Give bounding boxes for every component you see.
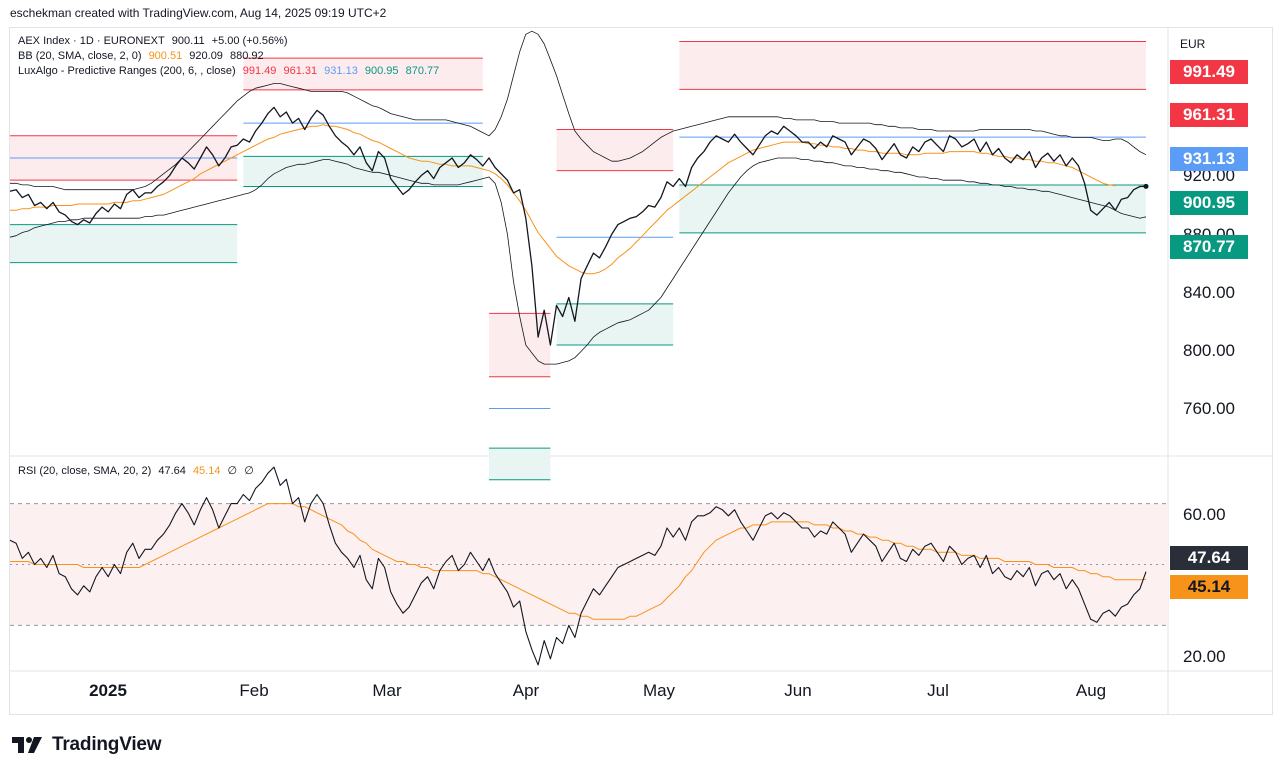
rsi-tick-60: 60.00: [1183, 505, 1226, 524]
rsi-line: [9, 466, 1147, 666]
legend-pr-row[interactable]: LuxAlgo - Predictive Ranges (200, 6, , c…: [18, 64, 443, 79]
tradingview-logo-icon: [12, 737, 42, 753]
legend-rsi-label: RSI (20, close, SMA, 20, 2): [18, 465, 152, 477]
legend-pr-label: LuxAlgo - Predictive Ranges (200, 6, , c…: [18, 65, 236, 77]
tag-avg: 931.13: [1170, 147, 1248, 171]
legend-pr-avg: 931.13: [324, 65, 358, 77]
time-label-aug: Aug: [1075, 681, 1107, 700]
pr-resistance-zone-4: [556, 129, 674, 171]
tag-s2: 870.77: [1170, 235, 1248, 259]
pr-resistance-zone-5: [679, 41, 1146, 90]
legend-rsi-extra1: ∅: [227, 465, 238, 477]
legend-rsi-extra2: ∅: [244, 465, 254, 477]
time-label-jul: Jul: [927, 681, 949, 700]
pr-support-zone-1: [10, 224, 238, 263]
legend-rsi-sma: 45.14: [192, 465, 221, 477]
pr-resistance-zone-3: [488, 313, 551, 377]
price-tick-760: 760.00: [1183, 399, 1235, 418]
time-label-jun: Jun: [784, 681, 812, 700]
rsi-tick-20: 20.00: [1183, 647, 1226, 666]
price-line: [9, 106, 1147, 346]
pr-support-zone-3: [488, 448, 551, 480]
rsi-legend[interactable]: RSI (20, close, SMA, 20, 2) 47.64 45.14 …: [18, 464, 258, 479]
price-tick-840: 840.00: [1183, 283, 1235, 302]
price-tick-800: 800.00: [1183, 341, 1235, 360]
tradingview-logo[interactable]: TradingView: [12, 734, 162, 756]
time-label-2025: 2025: [89, 681, 127, 700]
time-label-mar: Mar: [372, 681, 402, 700]
bb-upper-line: [10, 30, 1147, 191]
time-label-apr: Apr: [512, 681, 540, 700]
legend-change: +5.00 (+0.56%): [211, 35, 288, 47]
last-price-marker: [1143, 183, 1149, 189]
price-legend: AEX Index · 1D · EURONEXT 900.11 +5.00 (…: [18, 34, 443, 79]
tag-rsi: 47.64: [1170, 546, 1248, 570]
legend-last: 900.11: [171, 35, 205, 47]
legend-bb-upper: 920.09: [189, 50, 223, 62]
legend-pr-s2: 870.77: [405, 65, 440, 77]
tag-s1: 900.95: [1170, 191, 1248, 215]
time-label-may: May: [642, 681, 676, 700]
time-label-feb: Feb: [239, 681, 269, 700]
legend-pr-r1: 961.31: [283, 65, 318, 77]
tradingview-brand: TradingView: [52, 734, 162, 755]
tag-rsi-sma: 45.14: [1170, 575, 1248, 599]
chart-credit: eschekman created with TradingView.com, …: [10, 6, 387, 20]
bb-lower-line: [9, 157, 1147, 365]
pr-support-zone-5: [679, 185, 1146, 233]
pr-support-zone-2: [243, 156, 483, 187]
legend-rsi-value: 47.64: [158, 465, 186, 477]
chart-frame: [9, 27, 1273, 715]
tag-r1: 961.31: [1170, 103, 1248, 127]
legend-bb-label: BB (20, SMA, close, 2, 0): [18, 50, 142, 62]
rsi-sma-line: [10, 503, 1147, 620]
legend-pr-r2: 991.49: [242, 65, 277, 77]
bb-basis-line: [10, 124, 1116, 275]
legend-symbol-row[interactable]: AEX Index · 1D · EURONEXT 900.11 +5.00 (…: [18, 34, 443, 49]
currency-label[interactable]: EUR: [1180, 37, 1206, 51]
legend-bb-row[interactable]: BB (20, SMA, close, 2, 0) 900.51 920.09 …: [18, 49, 443, 64]
legend-symbol: AEX Index · 1D · EURONEXT: [18, 35, 165, 47]
legend-pr-s1: 900.95: [364, 65, 399, 77]
legend-bb-basis: 900.51: [148, 50, 183, 62]
tag-r2: 991.49: [1170, 60, 1248, 84]
legend-bb-lower: 880.92: [230, 50, 264, 62]
